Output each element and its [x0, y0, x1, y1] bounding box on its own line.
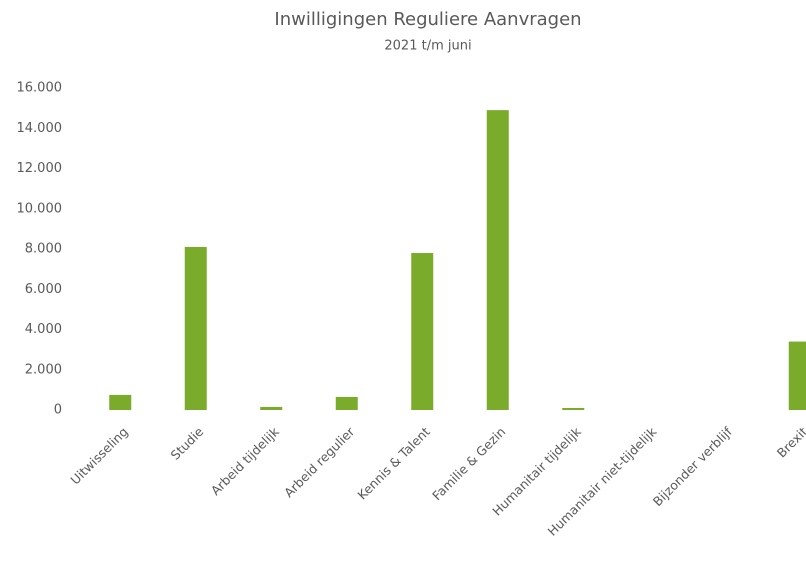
y-tick-label: 4.000	[25, 322, 62, 337]
bar	[260, 406, 283, 410]
x-tick-label: Kennis & Talent	[354, 424, 433, 503]
chart-title: Inwilligingen Reguliere Aanvragen	[274, 9, 581, 30]
bar	[486, 110, 509, 410]
y-tick-label: 14.000	[17, 121, 63, 136]
bar	[411, 253, 434, 410]
bar	[109, 394, 132, 410]
x-tick-label: Uitwisseling	[67, 424, 130, 487]
x-tick-label: Brexit	[774, 424, 806, 461]
y-tick-label: 2.000	[25, 362, 62, 377]
x-tick-label: Familie & Gezin	[429, 424, 508, 503]
y-tick-label: 16.000	[17, 81, 63, 96]
y-tick-label: 10.000	[17, 201, 63, 216]
chart-subtitle: 2021 t/m juni	[384, 39, 471, 54]
bar	[562, 407, 585, 410]
bar	[184, 246, 207, 410]
x-tick-label: Arbeid tijdelijk	[208, 423, 283, 498]
y-tick-label: 8.000	[25, 242, 62, 257]
bar	[335, 396, 358, 410]
x-tick-label: Studie	[168, 424, 207, 463]
y-tick-label: 6.000	[25, 282, 62, 297]
x-tick-label: Bijzonder verblijf	[650, 424, 736, 510]
x-tick-label: Arbeid regulier	[281, 423, 358, 500]
y-tick-label: 12.000	[17, 161, 63, 176]
bar	[788, 341, 806, 410]
y-tick-label: 0	[54, 403, 62, 418]
